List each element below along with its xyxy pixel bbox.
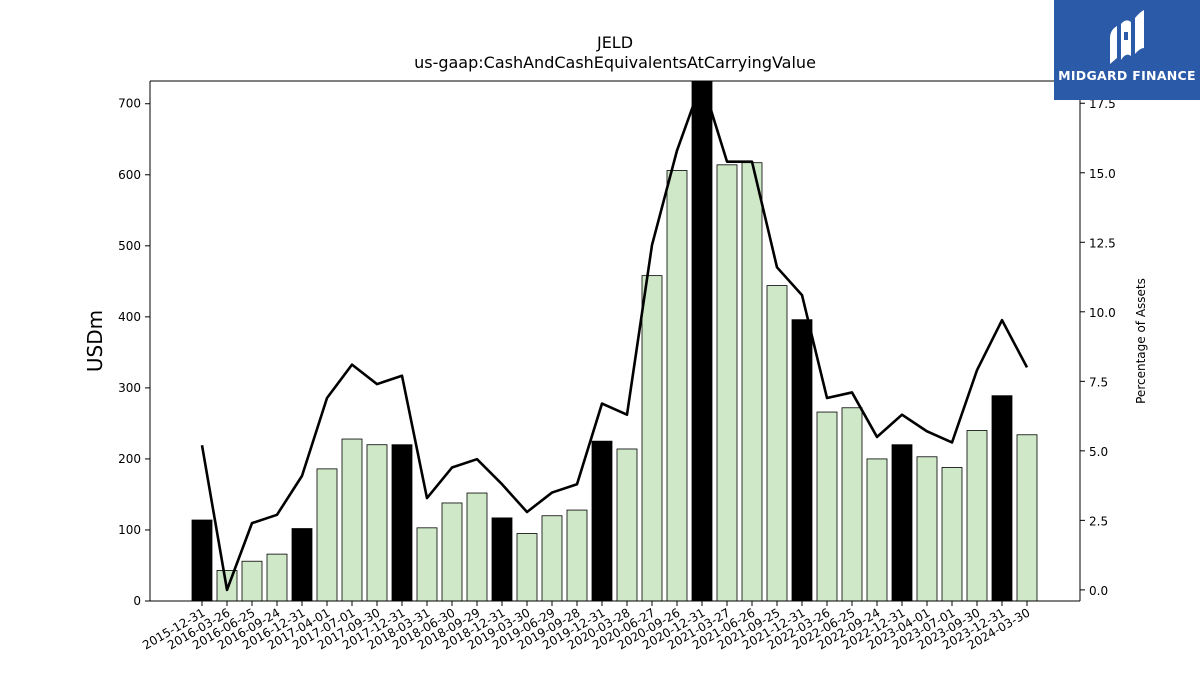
bar-2020-12-31 <box>691 81 713 601</box>
bar-2019-09-28 <box>566 509 588 601</box>
y-tick-label-0: 0 <box>133 594 141 608</box>
bar-2017-04-01 <box>316 468 338 601</box>
bar-2020-06-27 <box>641 275 663 601</box>
bar-2021-03-27 <box>716 164 738 601</box>
chart-subtitle: us-gaap:CashAndCashEquivalentsAtCarrying… <box>414 53 816 72</box>
y-tick-label-600: 600 <box>118 168 141 182</box>
line-layer <box>200 81 1029 592</box>
bar-2021-12-31 <box>791 319 813 601</box>
bar-2015-12-31 <box>191 519 213 601</box>
bar-2019-06-29 <box>541 515 563 601</box>
bar-2018-12-31 <box>491 517 513 601</box>
bar-2022-03-26 <box>816 411 838 601</box>
bar-2022-06-25 <box>841 407 863 601</box>
pct-of-assets-line <box>200 81 1029 592</box>
y-tick-label-700: 700 <box>118 97 141 111</box>
bar-2021-06-26 <box>741 162 763 601</box>
bar-2016-12-31 <box>291 528 313 601</box>
bar-2024-03-30 <box>1016 434 1038 601</box>
chart-title: JELD <box>596 33 633 52</box>
y2-tick-label-0: 0.0 <box>1089 584 1108 598</box>
y-tick-label-100: 100 <box>118 523 141 537</box>
bar-2020-09-26 <box>666 170 688 601</box>
bar-2023-04-01 <box>916 456 938 601</box>
bar-2016-09-24 <box>266 553 288 601</box>
y2-tick-label-1: 2.5 <box>1089 514 1108 528</box>
midgard-logo-icon <box>1110 10 1144 64</box>
y2-tick-label-4: 10.0 <box>1089 306 1116 320</box>
y2-tick-label-7: 17.5 <box>1089 97 1116 111</box>
y2-tick-label-5: 12.5 <box>1089 236 1116 250</box>
bar-2018-03-31 <box>416 527 438 601</box>
bar-2019-03-30 <box>516 533 538 601</box>
bar-2022-12-31 <box>891 444 913 601</box>
bar-2017-12-31 <box>391 444 413 601</box>
bar-2023-07-01 <box>941 467 963 601</box>
bar-2017-07-01 <box>341 438 363 601</box>
bar-2020-03-28 <box>616 448 638 601</box>
bar-2023-12-31 <box>991 395 1013 601</box>
axes-layer: 0 100 200 300 400 500 600 700 0.0 2.5 5.0 7.5 10.0 12… <box>118 80 1116 652</box>
bar-2019-12-31 <box>591 440 613 601</box>
logo: MIDGARD FINANCE <box>1054 0 1200 100</box>
y-tick-label-300: 300 <box>118 381 141 395</box>
bar-2018-09-29 <box>466 492 488 601</box>
bars-layer <box>191 81 1038 601</box>
y-tick-label-200: 200 <box>118 452 141 466</box>
y2-tick-label-3: 7.5 <box>1089 375 1108 389</box>
y2-tick-label-2: 5.0 <box>1089 445 1108 459</box>
bar-2018-06-30 <box>441 502 463 601</box>
bar-2021-09-25 <box>766 285 788 601</box>
y-tick-label-500: 500 <box>118 239 141 253</box>
y-axis-label: USDm <box>83 310 107 372</box>
y2-tick-label-6: 15.0 <box>1089 167 1116 181</box>
bar-2022-09-24 <box>866 458 888 601</box>
y-tick-label-400: 400 <box>118 310 141 324</box>
bar-2023-09-30 <box>966 430 988 601</box>
logo-text: MIDGARD FINANCE <box>1058 68 1196 83</box>
bar-2016-06-25 <box>241 560 263 601</box>
bar-2017-09-30 <box>366 444 388 601</box>
y2-axis-label: Percentage of Assets <box>1134 278 1148 404</box>
